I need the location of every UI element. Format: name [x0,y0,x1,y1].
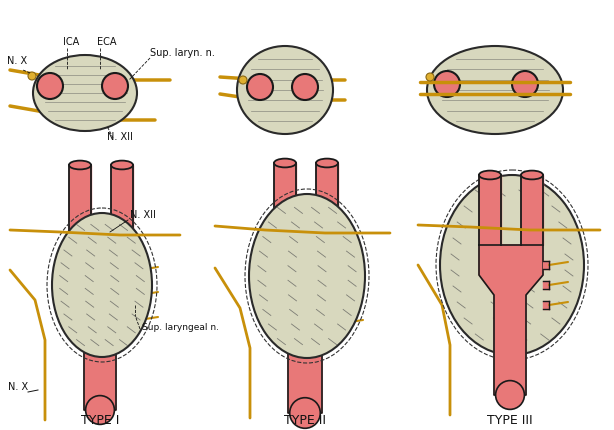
Circle shape [37,73,63,99]
Polygon shape [133,266,139,274]
Polygon shape [543,261,549,269]
Ellipse shape [33,55,137,131]
Ellipse shape [237,46,333,134]
Text: N. XII: N. XII [130,210,156,220]
Polygon shape [111,165,133,265]
Text: N. X: N. X [7,56,27,66]
Polygon shape [133,291,139,299]
Polygon shape [274,253,338,413]
Text: Sup. laryngeal n.: Sup. laryngeal n. [142,323,219,332]
Ellipse shape [111,160,133,169]
Circle shape [426,73,434,81]
Polygon shape [521,175,543,245]
Polygon shape [479,175,501,245]
Ellipse shape [69,160,91,169]
Polygon shape [69,165,91,265]
Polygon shape [543,281,549,289]
Circle shape [28,72,36,80]
Ellipse shape [427,46,563,134]
Circle shape [247,74,273,100]
Circle shape [434,71,460,97]
Circle shape [85,396,114,424]
Circle shape [495,381,524,409]
Polygon shape [479,245,543,395]
Text: N. XII: N. XII [107,132,133,142]
Ellipse shape [249,194,365,358]
Polygon shape [274,163,296,253]
Polygon shape [133,316,139,324]
Polygon shape [69,265,133,410]
Text: TYPE II: TYPE II [284,414,326,427]
Circle shape [102,73,128,99]
Polygon shape [316,163,338,253]
Ellipse shape [521,171,543,179]
Circle shape [239,76,247,84]
Text: ECA: ECA [97,37,117,47]
Text: N. X: N. X [8,382,28,392]
Ellipse shape [479,171,501,179]
Text: ICA: ICA [63,37,79,47]
Ellipse shape [316,159,338,167]
Text: TYPE I: TYPE I [81,414,119,427]
Polygon shape [338,319,344,327]
Ellipse shape [440,175,584,355]
Circle shape [292,74,318,100]
Circle shape [290,398,321,428]
Polygon shape [543,301,549,309]
Ellipse shape [52,213,152,357]
Ellipse shape [274,159,296,167]
Text: TYPE III: TYPE III [487,414,533,427]
Polygon shape [338,269,344,277]
Circle shape [512,71,538,97]
Polygon shape [338,294,344,302]
Text: Sup. laryn. n.: Sup. laryn. n. [150,48,215,58]
